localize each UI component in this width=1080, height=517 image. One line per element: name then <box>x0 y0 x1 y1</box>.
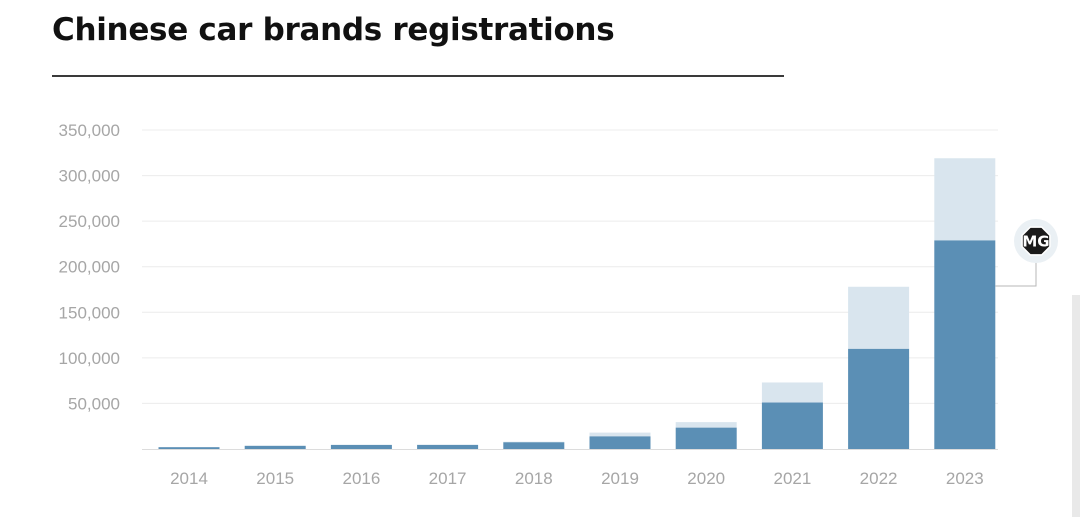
title-divider <box>52 75 784 77</box>
x-tick-label: 2015 <box>256 469 294 488</box>
bar-segment <box>761 382 823 403</box>
chart-title: Chinese car brands registrations <box>52 12 615 48</box>
bars <box>158 158 996 449</box>
bar-segment <box>934 240 996 449</box>
scroll-edge <box>1072 295 1080 517</box>
y-tick-label: 150,000 <box>59 303 120 322</box>
y-tick-label: 300,000 <box>59 167 120 186</box>
bar-segment <box>848 348 910 449</box>
bar-segment <box>589 432 651 437</box>
mg-logo-icon <box>1021 226 1051 256</box>
annotation: MG <box>995 219 1058 287</box>
bar-segment <box>761 402 823 449</box>
y-tick-label: 250,000 <box>59 212 120 231</box>
x-tick-label: 2016 <box>342 469 380 488</box>
bar-segment <box>589 436 651 449</box>
bar-segment <box>158 447 220 449</box>
bar-segment <box>330 444 392 449</box>
bar-segment <box>848 286 910 349</box>
x-tick-label: 2022 <box>860 469 898 488</box>
mg-logo-text: MG <box>1022 233 1049 251</box>
annotation-leader-line <box>995 261 1037 287</box>
y-tick-label: 200,000 <box>59 258 120 277</box>
x-tick-label: 2018 <box>515 469 553 488</box>
bar-segment <box>417 444 479 449</box>
bar-segment <box>244 445 306 449</box>
bar-segment <box>675 422 737 428</box>
bar-segment <box>503 442 565 449</box>
x-tick-label: 2021 <box>773 469 811 488</box>
x-tick-label: 2019 <box>601 469 639 488</box>
y-tick-label: 350,000 <box>59 121 120 140</box>
x-tick-label: 2017 <box>429 469 467 488</box>
x-axis: 2014 2015 2016 2017 2018 2019 2020 2021 2022 2023 <box>170 469 984 488</box>
y-axis: 50,000 100,000 150,000 200,000 250,000 300,00… <box>59 121 120 413</box>
bar-segment <box>934 158 996 241</box>
x-tick-label: 2023 <box>946 469 984 488</box>
y-tick-label: 50,000 <box>68 394 120 413</box>
x-tick-label: 2020 <box>687 469 725 488</box>
x-tick-label: 2014 <box>170 469 208 488</box>
y-tick-label: 100,000 <box>59 349 120 368</box>
bar-segment <box>675 427 737 449</box>
